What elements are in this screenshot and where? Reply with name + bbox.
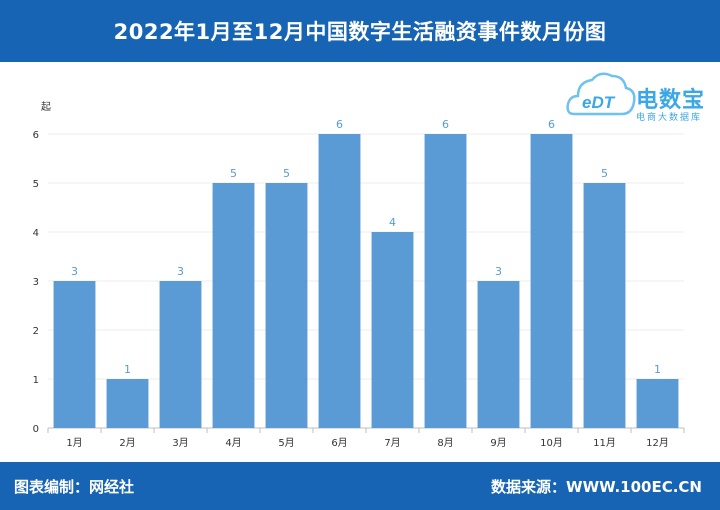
y-tick-label: 2 (33, 326, 39, 337)
x-tick-label: 4月 (225, 437, 241, 449)
cloud-logo-icon: eDT (566, 72, 636, 116)
bar (371, 232, 414, 428)
data-label: 5 (283, 167, 290, 180)
x-tick-label: 2月 (119, 437, 135, 449)
data-label: 3 (495, 265, 502, 278)
y-tick-label: 6 (33, 130, 39, 141)
data-label: 3 (71, 265, 78, 278)
edt-logo: eDT 电数宝 电商大数据库 (566, 66, 716, 124)
x-tick-label: 12月 (646, 437, 669, 449)
y-tick-label: 5 (33, 179, 39, 190)
x-tick-label: 10月 (540, 437, 563, 449)
data-label: 6 (548, 118, 555, 131)
bar (53, 281, 96, 428)
data-label: 3 (177, 265, 184, 278)
bar (530, 134, 573, 428)
chart-title-banner: 2022年1月至12月中国数字生活融资事件数月份图 (0, 0, 720, 62)
chart-title: 2022年1月至12月中国数字生活融资事件数月份图 (113, 20, 607, 44)
x-tick-label: 5月 (278, 437, 294, 449)
x-tick-label: 1月 (66, 437, 82, 449)
bar (318, 134, 361, 428)
data-label: 5 (230, 167, 237, 180)
x-tick-label: 3月 (172, 437, 188, 449)
x-tick-label: 11月 (593, 437, 616, 449)
x-tick-label: 8月 (437, 437, 453, 449)
logo-main-text: 电数宝 (636, 88, 706, 113)
data-label: 1 (124, 363, 131, 376)
y-tick-label: 0 (33, 424, 39, 435)
y-axis-unit: 起 (41, 101, 51, 113)
footer-credit: 图表编制：网经社 (14, 478, 135, 496)
logo-sub-text: 电商大数据库 (636, 113, 703, 123)
bar-chart: 起012345631月12月33月54月55月66月47月68月39月610月5… (33, 101, 685, 449)
logo-mark: eDT (582, 93, 616, 112)
y-tick-label: 4 (33, 228, 39, 239)
bar (424, 134, 467, 428)
x-tick-label: 6月 (331, 437, 347, 449)
footer-source: 数据来源：WWW.100EC.CN (491, 478, 702, 496)
bar (159, 281, 202, 428)
data-label: 6 (336, 118, 343, 131)
y-tick-label: 3 (33, 277, 39, 288)
data-label: 6 (442, 118, 449, 131)
bar (636, 379, 679, 428)
data-label: 5 (601, 167, 608, 180)
bar (477, 281, 520, 428)
bar (583, 183, 626, 428)
x-tick-label: 7月 (384, 437, 400, 449)
data-label: 4 (389, 216, 396, 229)
y-tick-label: 1 (33, 375, 39, 386)
bar (212, 183, 255, 428)
x-tick-label: 9月 (490, 437, 506, 449)
bar (106, 379, 149, 428)
bar (265, 183, 308, 428)
footer-banner: 图表编制：网经社 数据来源：WWW.100EC.CN (0, 462, 720, 510)
data-label: 1 (654, 363, 661, 376)
